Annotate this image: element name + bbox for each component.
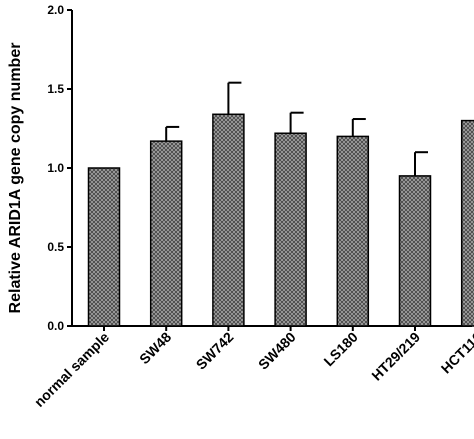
- y-tick-label: 2.0: [47, 3, 64, 17]
- error-bars: [165, 81, 428, 176]
- y-tick-label: 1.5: [47, 82, 64, 96]
- y-tick-label: 0.5: [47, 240, 64, 254]
- x-category-label: SW742: [193, 329, 237, 373]
- bar: [336, 135, 370, 327]
- bar: [149, 140, 183, 327]
- x-category-label: HCT116: [438, 329, 474, 377]
- x-category-label: SW480: [255, 329, 299, 373]
- bar: [460, 119, 474, 327]
- x-category-label: HT29/219: [368, 329, 423, 384]
- x-category-label: LS180: [320, 329, 361, 370]
- bar: [274, 132, 307, 327]
- bar: [87, 167, 121, 327]
- bars: [87, 113, 474, 327]
- bar: [398, 175, 432, 327]
- x-tick-labels: normal sample SW48 SW742 SW480 LS180 HT29/219…: [31, 329, 474, 410]
- y-tick-label: 1.0: [47, 161, 64, 175]
- y-axis-title: Relative ARID1A gene copy number: [7, 43, 24, 314]
- x-category-label: normal sample: [31, 329, 112, 410]
- y-tick-labels: 0.0 0.5 1.0 1.5 2.0: [47, 3, 64, 333]
- y-tick-label: 0.0: [47, 319, 64, 333]
- x-category-label: SW48: [136, 329, 174, 367]
- bar: [212, 113, 245, 327]
